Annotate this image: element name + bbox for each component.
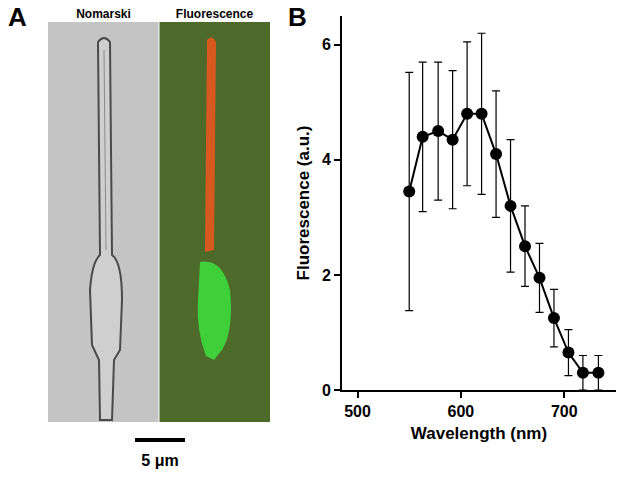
html-text:B: B bbox=[288, 2, 307, 32]
svg-text:0: 0 bbox=[322, 382, 331, 399]
svg-text:2: 2 bbox=[322, 267, 331, 284]
svg-text:Fluorescence: Fluorescence bbox=[176, 7, 254, 21]
svg-text:Fluorescence (a.u.): Fluorescence (a.u.) bbox=[294, 126, 313, 281]
svg-text:700: 700 bbox=[551, 403, 578, 420]
svg-text:4: 4 bbox=[322, 151, 331, 168]
svg-text:5 μm: 5 μm bbox=[141, 452, 178, 469]
svg-text:Wavelength (nm): Wavelength (nm) bbox=[411, 424, 547, 443]
svg-text:6: 6 bbox=[322, 36, 331, 53]
html-text:A: A bbox=[8, 2, 27, 32]
svg-text:500: 500 bbox=[344, 403, 371, 420]
svg-text:Nomarski: Nomarski bbox=[76, 7, 131, 21]
svg-text:600: 600 bbox=[448, 403, 475, 420]
